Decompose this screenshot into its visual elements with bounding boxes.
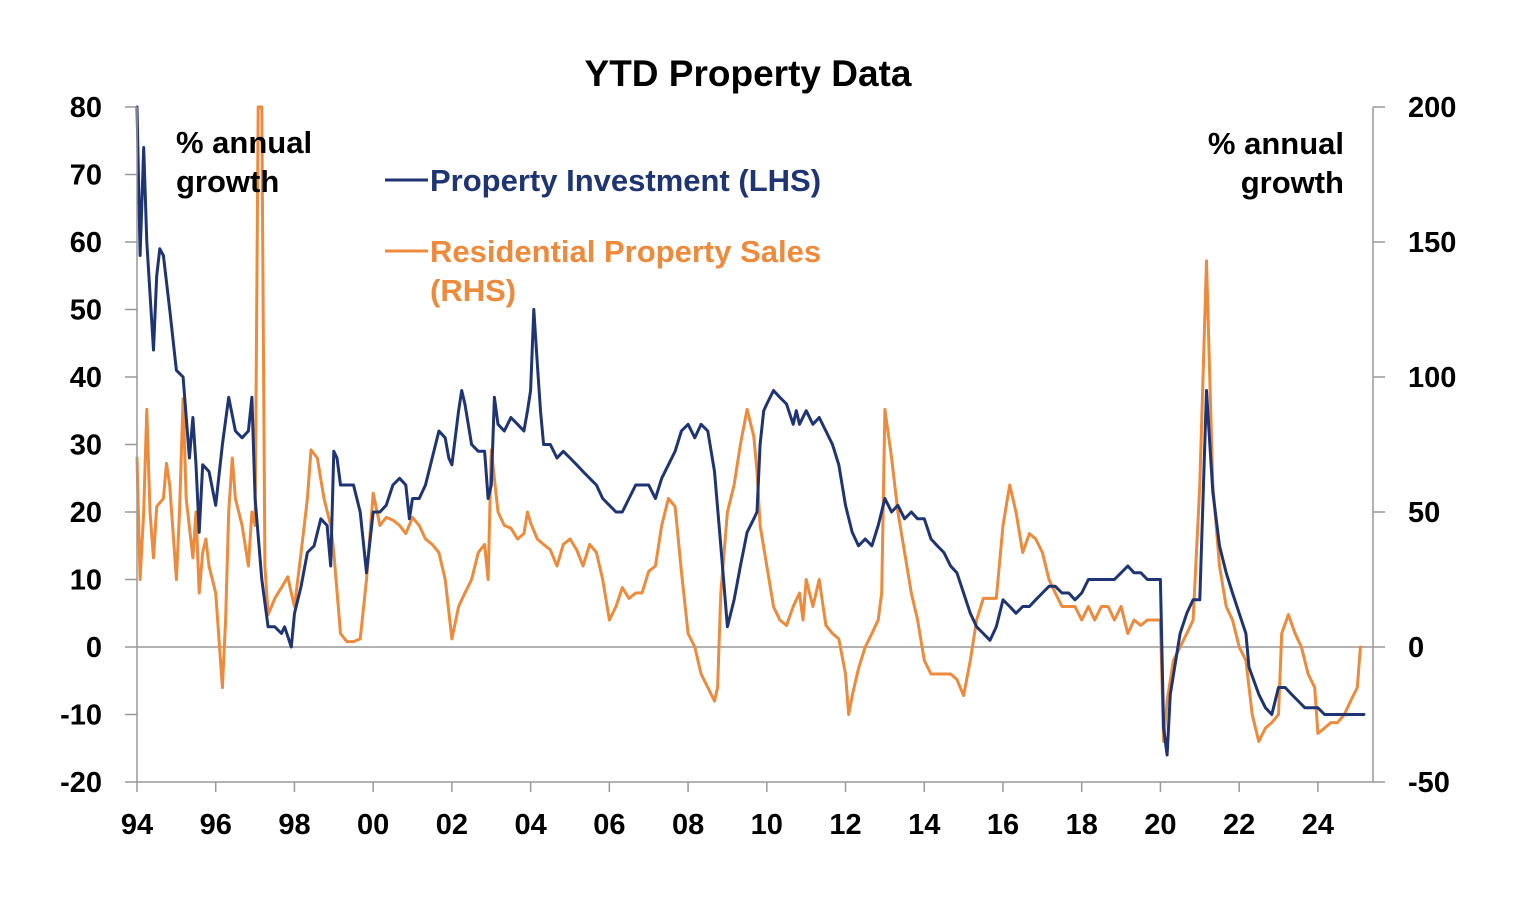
right-axis-note-line-2: growth [1241,165,1344,200]
left-tick-label: 40 [70,362,102,394]
x-tick-label: 98 [278,809,310,841]
x-tick-label: 06 [593,809,625,841]
right-tick-label: 150 [1408,227,1456,259]
left-axis-ticks: -20 -10 0 10 20 30 40 50 60 70 80 [60,92,137,799]
x-tick-label: 20 [1144,809,1176,841]
left-tick-label: -20 [60,767,102,799]
legend-label-investment: Property Investment (LHS) [430,163,821,198]
left-tick-label: 60 [70,227,102,259]
x-tick-label: 00 [357,809,389,841]
right-tick-label: 200 [1408,92,1456,124]
x-tick-label: 12 [829,809,861,841]
right-axis-ticks: -50 0 50 100 150 200 [1373,92,1456,799]
left-axis-note-line-1: % annual [176,125,312,160]
right-tick-label: 50 [1408,497,1440,529]
x-tick-label: 04 [514,809,546,841]
x-tick-label: 10 [751,809,783,841]
left-tick-label: 30 [70,430,102,462]
series-line-property-investment [135,105,1366,757]
right-tick-label: -50 [1408,767,1450,799]
x-tick-label: 96 [200,809,232,841]
right-tick-label: 100 [1408,362,1456,394]
left-tick-label: 10 [70,565,102,597]
x-tick-label: 08 [672,809,704,841]
right-axis-note-line-1: % annual [1208,126,1344,161]
chart-title: YTD Property Data [585,53,912,94]
x-tick-label: 16 [987,809,1019,841]
x-tick-label: 24 [1302,809,1334,841]
x-tick-label: 02 [436,809,468,841]
series-line-residential-sales [135,105,1362,743]
series-group [135,105,1366,757]
legend-label-sales: Residential Property Sales [430,234,821,269]
x-tick-label: 14 [908,809,940,841]
x-tick-label: 18 [1066,809,1098,841]
legend-label-sales-line-2: (RHS) [430,273,516,308]
x-axis-ticks: 94 96 98 00 02 04 06 08 10 12 14 16 18 20 22 24 [121,782,1334,841]
right-tick-label: 0 [1408,632,1424,664]
left-tick-label: 20 [70,497,102,529]
x-tick-label: 94 [121,809,153,841]
left-tick-label: 80 [70,92,102,124]
left-tick-label: -10 [60,700,102,732]
left-tick-label: 0 [86,632,102,664]
left-axis-note-line-2: growth [176,164,279,199]
left-tick-label: 70 [70,160,102,192]
left-tick-label: 50 [70,295,102,327]
x-tick-label: 22 [1223,809,1255,841]
